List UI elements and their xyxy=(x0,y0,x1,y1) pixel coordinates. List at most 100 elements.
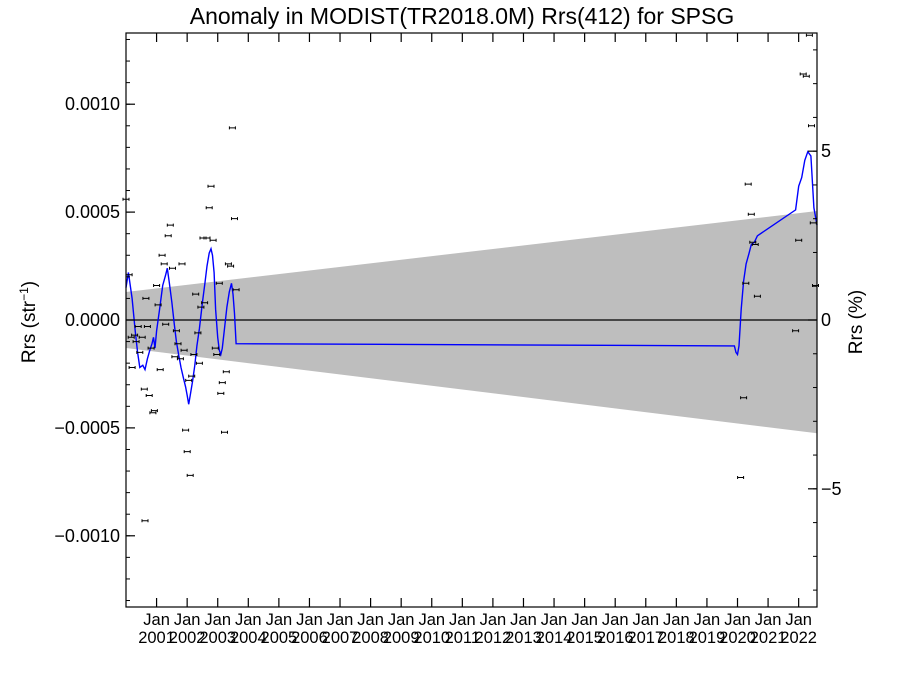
data-point-marker xyxy=(201,301,209,305)
y-right-tick-label: 0 xyxy=(821,310,831,330)
data-point xyxy=(188,374,196,378)
data-point-marker xyxy=(744,182,752,186)
data-point xyxy=(205,206,213,210)
data-point xyxy=(153,284,161,287)
x-tick-month-label: Jan xyxy=(510,611,537,629)
data-point xyxy=(737,476,745,479)
data-point xyxy=(132,340,140,344)
data-point xyxy=(213,353,221,356)
data-point xyxy=(182,428,190,432)
data-point-marker xyxy=(141,519,149,523)
x-tick-month-label: Jan xyxy=(327,611,354,629)
data-point xyxy=(160,262,168,266)
x-tick-month-label: Jan xyxy=(174,611,201,629)
data-point-marker xyxy=(185,378,193,382)
x-tick-year-label: 2001 xyxy=(138,629,175,647)
data-point xyxy=(222,370,230,374)
data-point xyxy=(218,381,226,385)
data-point-marker xyxy=(134,325,142,328)
data-point-marker xyxy=(203,236,211,240)
x-tick-month-label: Jan xyxy=(418,611,445,629)
data-point-marker xyxy=(131,333,139,337)
data-point xyxy=(740,396,748,400)
data-point-marker xyxy=(178,262,186,266)
x-tick-year-label: 2018 xyxy=(658,629,695,647)
data-point xyxy=(190,353,198,356)
data-point xyxy=(221,430,228,434)
x-tick-month-label: Jan xyxy=(296,611,323,629)
data-point xyxy=(174,342,182,346)
x-tick-month-label: Jan xyxy=(143,611,170,629)
x-tick-month-label: Jan xyxy=(449,611,476,629)
data-point xyxy=(186,473,194,477)
data-point-marker xyxy=(792,329,800,333)
data-point-marker xyxy=(154,303,162,307)
data-point xyxy=(128,366,136,369)
data-point-marker xyxy=(138,335,146,339)
x-tick-month-label: Jan xyxy=(571,611,598,629)
data-point-marker xyxy=(747,212,755,216)
data-point-marker xyxy=(132,340,140,344)
x-tick-month-label: Jan xyxy=(694,611,721,629)
data-point xyxy=(227,264,235,268)
data-point-marker xyxy=(224,262,232,266)
x-tick-month-label: Jan xyxy=(204,611,231,629)
data-point xyxy=(751,243,759,246)
data-point-marker xyxy=(166,223,174,227)
data-point xyxy=(142,296,150,300)
data-point xyxy=(195,361,203,365)
x-tick-year-label: 2012 xyxy=(475,629,512,647)
data-point-marker xyxy=(160,262,168,266)
data-point xyxy=(197,305,205,309)
data-point xyxy=(149,411,157,415)
data-point-marker xyxy=(143,325,151,328)
data-point-marker xyxy=(162,322,170,326)
y-axis-left-label-base: Rrs (str xyxy=(19,300,40,363)
x-tick-year-label: 2008 xyxy=(352,629,389,647)
data-point xyxy=(176,357,184,361)
data-point-marker xyxy=(145,394,153,397)
data-point-marker xyxy=(209,238,217,242)
x-tick-month-label: Jan xyxy=(266,611,293,629)
data-point xyxy=(203,236,211,240)
anomaly-points-layer xyxy=(122,33,819,523)
data-point xyxy=(154,303,162,307)
data-point xyxy=(183,450,191,454)
data-point xyxy=(145,394,153,397)
data-point xyxy=(162,322,170,326)
anomaly-line xyxy=(125,150,818,405)
data-point xyxy=(805,33,813,37)
data-point-marker xyxy=(217,391,225,395)
data-point xyxy=(201,301,209,305)
data-point-marker xyxy=(188,374,196,378)
data-point-marker xyxy=(205,206,213,210)
data-point xyxy=(136,350,144,354)
y-left-tick-label: −0.0005 xyxy=(54,418,120,438)
x-tick-year-label: 2007 xyxy=(322,629,359,647)
data-point xyxy=(742,281,750,285)
data-point xyxy=(127,335,135,339)
data-point xyxy=(795,238,803,242)
data-point xyxy=(169,266,176,270)
y-left-tick-label: −0.0010 xyxy=(54,526,120,546)
data-point-marker xyxy=(164,234,172,238)
data-point-marker xyxy=(742,281,750,285)
data-point xyxy=(141,519,149,523)
data-point xyxy=(224,262,232,266)
chart-title: Anomaly in MODIST(TR2018.0M) Rrs(412) fo… xyxy=(190,3,734,29)
data-point xyxy=(166,223,174,227)
data-point-marker xyxy=(197,305,205,309)
data-point xyxy=(150,409,158,413)
data-point-marker xyxy=(150,409,158,413)
x-tick-month-label: Jan xyxy=(663,611,690,629)
y-right-tick-label: 5 xyxy=(821,141,831,161)
x-tick-year-label: 2005 xyxy=(261,629,298,647)
data-point xyxy=(158,253,166,257)
data-point-marker xyxy=(227,264,235,268)
x-tick-year-label: 2006 xyxy=(291,629,328,647)
data-point xyxy=(194,331,202,335)
data-point-marker xyxy=(222,370,230,374)
x-tick-month-label: Jan xyxy=(235,611,262,629)
data-point-marker xyxy=(153,284,161,287)
